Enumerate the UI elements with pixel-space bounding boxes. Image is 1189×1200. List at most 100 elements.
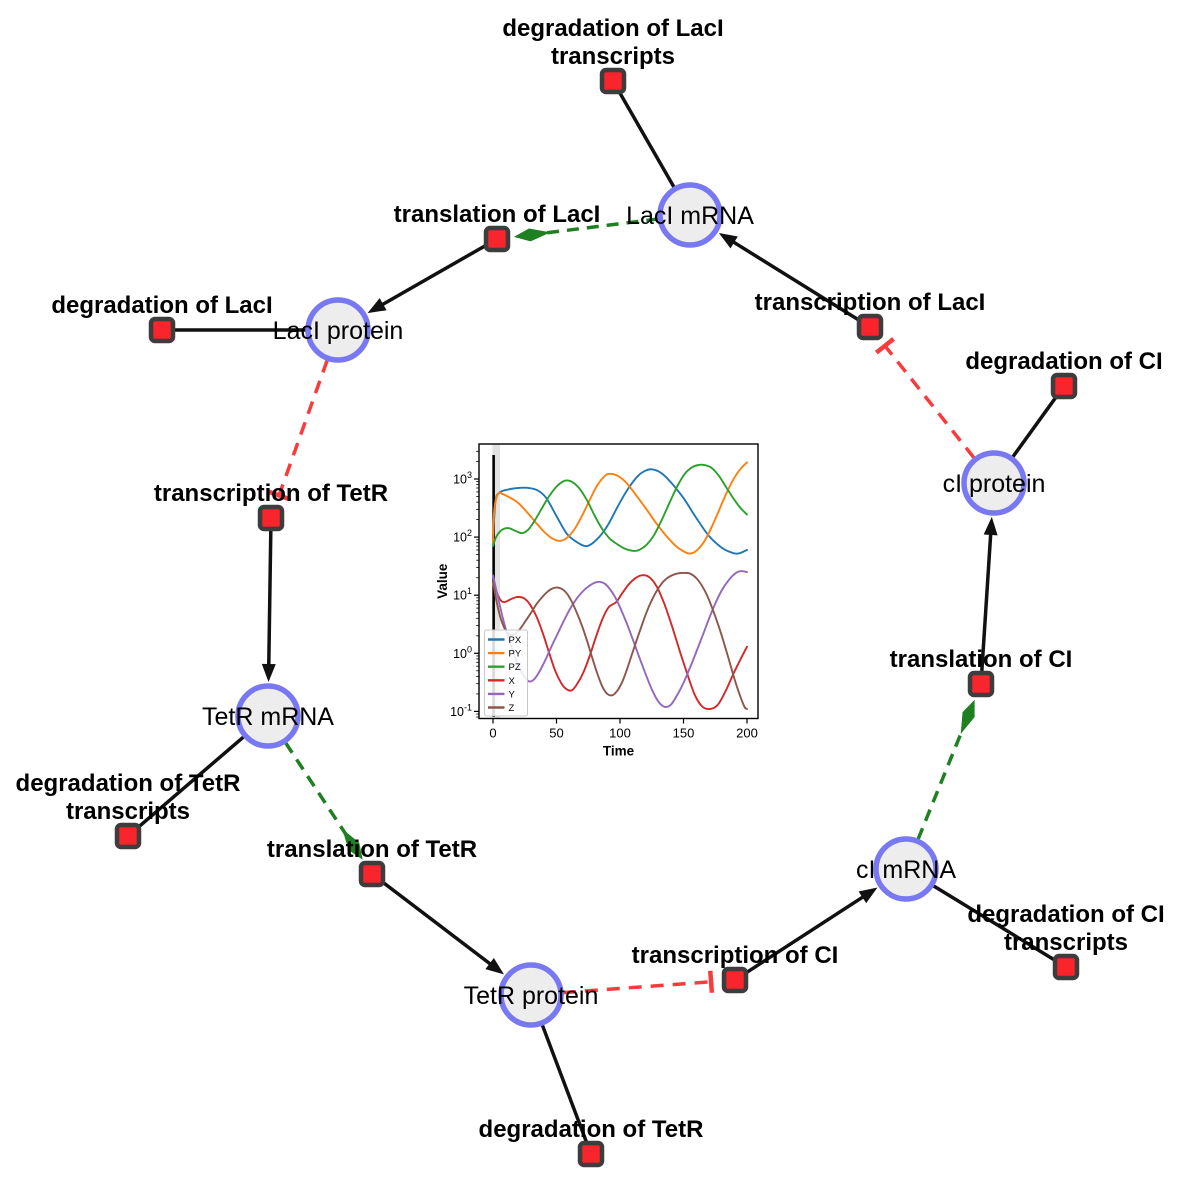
edge-line [617, 91, 677, 189]
edge-transl_laci-to-laci_protein [367, 243, 487, 314]
plot-legend: PX PY PZ XYZ [484, 629, 528, 717]
edge-tetr_mrna-to-transl_tetr [284, 741, 363, 860]
reaction-node-deg_laci_tx[interactable] [599, 67, 627, 95]
edge-ci_mrna-to-transl_ci [916, 699, 975, 841]
species-node-tetr_mrna[interactable] [235, 683, 301, 749]
edge-line [932, 884, 1056, 962]
species-label-laci_protein: LacI protein [273, 317, 404, 345]
species-label-tetr_mrna: TetR mRNA [202, 703, 334, 731]
x-axis-label: Time [603, 744, 635, 759]
arrowhead-icon [718, 232, 738, 249]
edge-tetr_mrna-to-deg_tetr_tx [136, 735, 245, 829]
series-line-PZ [492, 463, 748, 552]
x-tick-label: 200 [736, 726, 758, 741]
reaction-node-deg_laci[interactable] [148, 316, 176, 344]
reaction-label-txn_tetr-line0: transcription of TetR [154, 480, 388, 507]
activation-dashed-line [916, 712, 971, 841]
inhibition-dashed-line [278, 359, 329, 495]
y-tick-label: 103 [453, 470, 472, 487]
edge-txn_ci-to-ci_mrna [744, 887, 878, 975]
reaction-node-deg_ci_tx[interactable] [1052, 953, 1080, 981]
reaction-node-deg_tetr[interactable] [577, 1140, 605, 1168]
edge-line [266, 530, 273, 671]
reaction-label-deg_tetr_tx-line0: degradation of TetR [16, 770, 241, 797]
edges-layer [136, 91, 1058, 1143]
reaction-label-transl_tetr-line0: translation of TetR [267, 836, 477, 863]
plot-series-group [492, 455, 748, 717]
series-line-Z [492, 571, 748, 710]
reaction-label-deg_laci-line0: degradation of LacI [51, 292, 272, 319]
reaction-node-transl_ci[interactable] [967, 670, 995, 698]
reaction-node-txn_laci[interactable] [856, 313, 884, 341]
series-line-Y [492, 570, 748, 708]
reaction-label-transl_ci-line0: translation of CI [890, 646, 1073, 673]
arrowhead-icon [858, 887, 878, 904]
species-label-laci_mrna: LacI mRNA [626, 202, 754, 230]
edge-txn_tetr-to-tetr_mrna [261, 530, 276, 683]
species-label-ci_protein: cI protein [943, 470, 1046, 498]
edge-line [1011, 395, 1058, 459]
series-line-PX [492, 468, 748, 555]
legend-label-PZ: PZ [509, 662, 521, 673]
arrowhead-icon [261, 663, 276, 683]
species-label-ci_mrna: cI mRNA [856, 856, 956, 884]
y-tick-label: 100 [453, 644, 472, 661]
edge-transl_tetr-to-tetr_protein [381, 880, 504, 975]
inhibition-tee-icon [267, 489, 291, 502]
reaction-node-transl_tetr[interactable] [358, 860, 386, 888]
reaction-node-txn_ci[interactable] [721, 966, 749, 994]
edge-ci_protein-to-txn_laci [874, 337, 976, 460]
x-tick-label: 0 [489, 726, 496, 741]
edge-line [980, 528, 993, 672]
legend-label-PX: PX [509, 635, 522, 646]
legend-label-PY: PY [509, 649, 522, 660]
legend-label-Y: Y [509, 689, 516, 700]
edge-laci_mrna-to-transl_laci [513, 217, 659, 242]
edge-tetr_protein-to-txn_ci [562, 970, 715, 995]
species-node-laci_protein[interactable] [305, 297, 371, 363]
reaction-label-deg_laci_tx-line1: transcripts [551, 43, 675, 70]
species-node-ci_protein[interactable] [961, 450, 1027, 516]
y-tick-label: 101 [453, 586, 472, 603]
reaction-label-txn_laci-line0: transcription of LacI [755, 289, 986, 316]
inhibition-dashed-line [884, 346, 976, 460]
x-tick-label: 150 [673, 726, 695, 741]
edge-line [540, 1024, 589, 1143]
arrowhead-icon [983, 516, 998, 536]
series-line-PY [492, 461, 748, 555]
edge-txn_laci-to-laci_mrna [718, 232, 860, 322]
reaction-label-deg_tetr_tx-line1: transcripts [66, 798, 190, 825]
reaction-node-txn_tetr[interactable] [257, 504, 285, 532]
edge-tetr_protein-to-deg_tetr [540, 1024, 589, 1143]
species-label-tetr_protein: TetR protein [464, 982, 599, 1010]
inhibition-tee-icon [708, 970, 715, 993]
edge-line [136, 735, 245, 829]
reaction-label-deg_laci_tx-line0: degradation of LacI [502, 15, 723, 42]
reaction-label-deg_tetr-line0: degradation of TetR [479, 1116, 704, 1143]
edge-transl_ci-to-ci_protein [980, 516, 998, 672]
plot-background [434, 430, 773, 779]
inhibition-dashed-line [562, 980, 710, 995]
x-tick-label: 50 [549, 726, 563, 741]
legend-label-X: X [509, 676, 516, 687]
edge-line [728, 237, 860, 322]
activation-arrowhead-icon [960, 699, 975, 735]
edge-laci_protein-to-txn_tetr [267, 359, 329, 502]
labels-layer: LacI mRNA LacI protein TetR mRNA TetR prote… [16, 15, 1165, 1143]
species-node-ci_mrna[interactable] [873, 836, 939, 902]
species-node-laci_mrna[interactable] [657, 182, 723, 248]
edge-ci_protein-to-deg_ci [1011, 395, 1058, 459]
reaction-node-deg_tetr_tx[interactable] [114, 822, 142, 850]
time-series-plot: 0 50 100 150 20010-1100101102103TimeValuePXP… [434, 430, 773, 779]
edge-line [744, 892, 869, 975]
arrowhead-icon [485, 957, 504, 975]
series-line-X [492, 574, 748, 711]
species-node-tetr_protein[interactable] [498, 962, 564, 1028]
reaction-node-deg_ci[interactable] [1050, 372, 1078, 400]
activation-arrowhead-icon [342, 828, 363, 860]
reaction-node-transl_laci[interactable] [483, 225, 511, 253]
edge-ci_mrna-to-deg_ci_tx [932, 884, 1056, 962]
edge-line [381, 880, 496, 969]
